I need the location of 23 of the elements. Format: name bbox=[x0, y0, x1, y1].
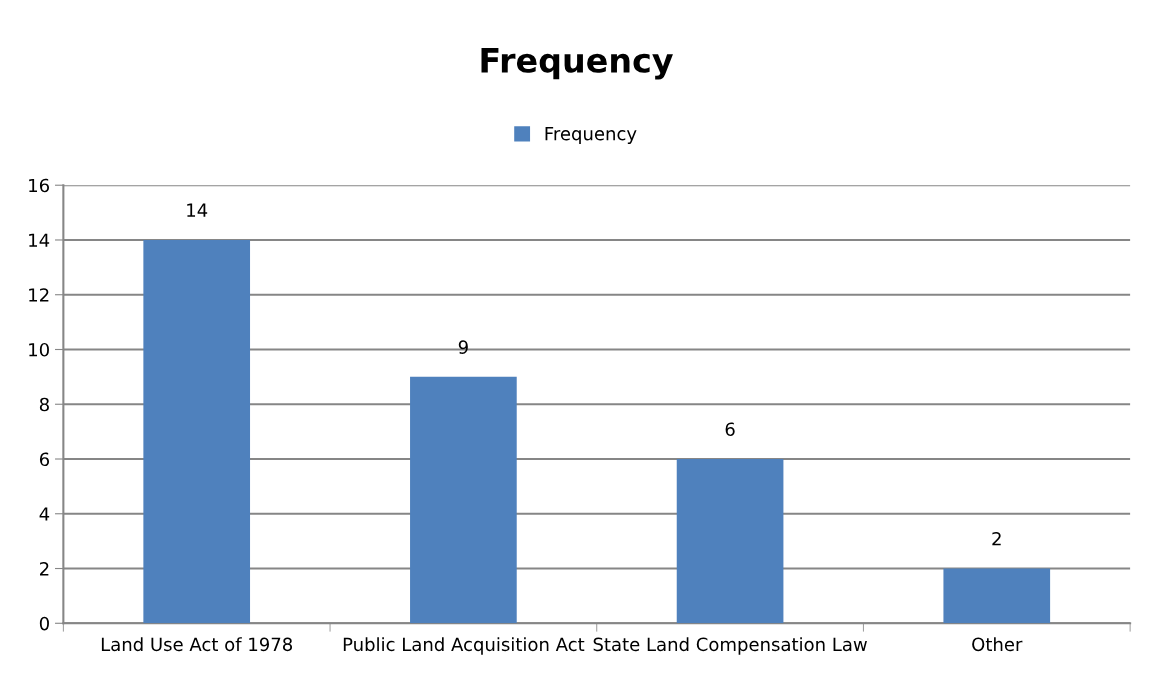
y-tick-label: 2 bbox=[40, 561, 49, 576]
bar bbox=[943, 568, 1051, 624]
y-tick-label: 6 bbox=[39, 452, 50, 467]
y-tick-label: 12 bbox=[29, 288, 49, 302]
y-tick-label: 14 bbox=[29, 233, 50, 247]
legend-label: Frequency bbox=[545, 127, 637, 144]
x-tick-label: Public Land Acquisition Act bbox=[343, 637, 585, 655]
data-label: 2 bbox=[992, 531, 1001, 546]
y-tick-label: 8 bbox=[39, 397, 49, 412]
y-tick-label: 4 bbox=[39, 507, 50, 521]
x-tick-label: Land Use Act of 1978 bbox=[101, 637, 293, 652]
data-label: 9 bbox=[458, 340, 468, 354]
data-label: 14 bbox=[187, 203, 208, 217]
y-tick-label: 0 bbox=[39, 616, 49, 631]
bar bbox=[410, 376, 517, 624]
y-tick-label: 10 bbox=[29, 342, 49, 357]
x-tick-label: Other bbox=[972, 637, 1023, 652]
y-tick-label: 16 bbox=[29, 178, 50, 193]
bar bbox=[676, 459, 784, 624]
data-label: 6 bbox=[725, 422, 735, 437]
x-tick-label: State Land Compensation Law bbox=[593, 637, 867, 655]
bar bbox=[143, 239, 251, 624]
chart-title: Frequency bbox=[481, 48, 673, 80]
